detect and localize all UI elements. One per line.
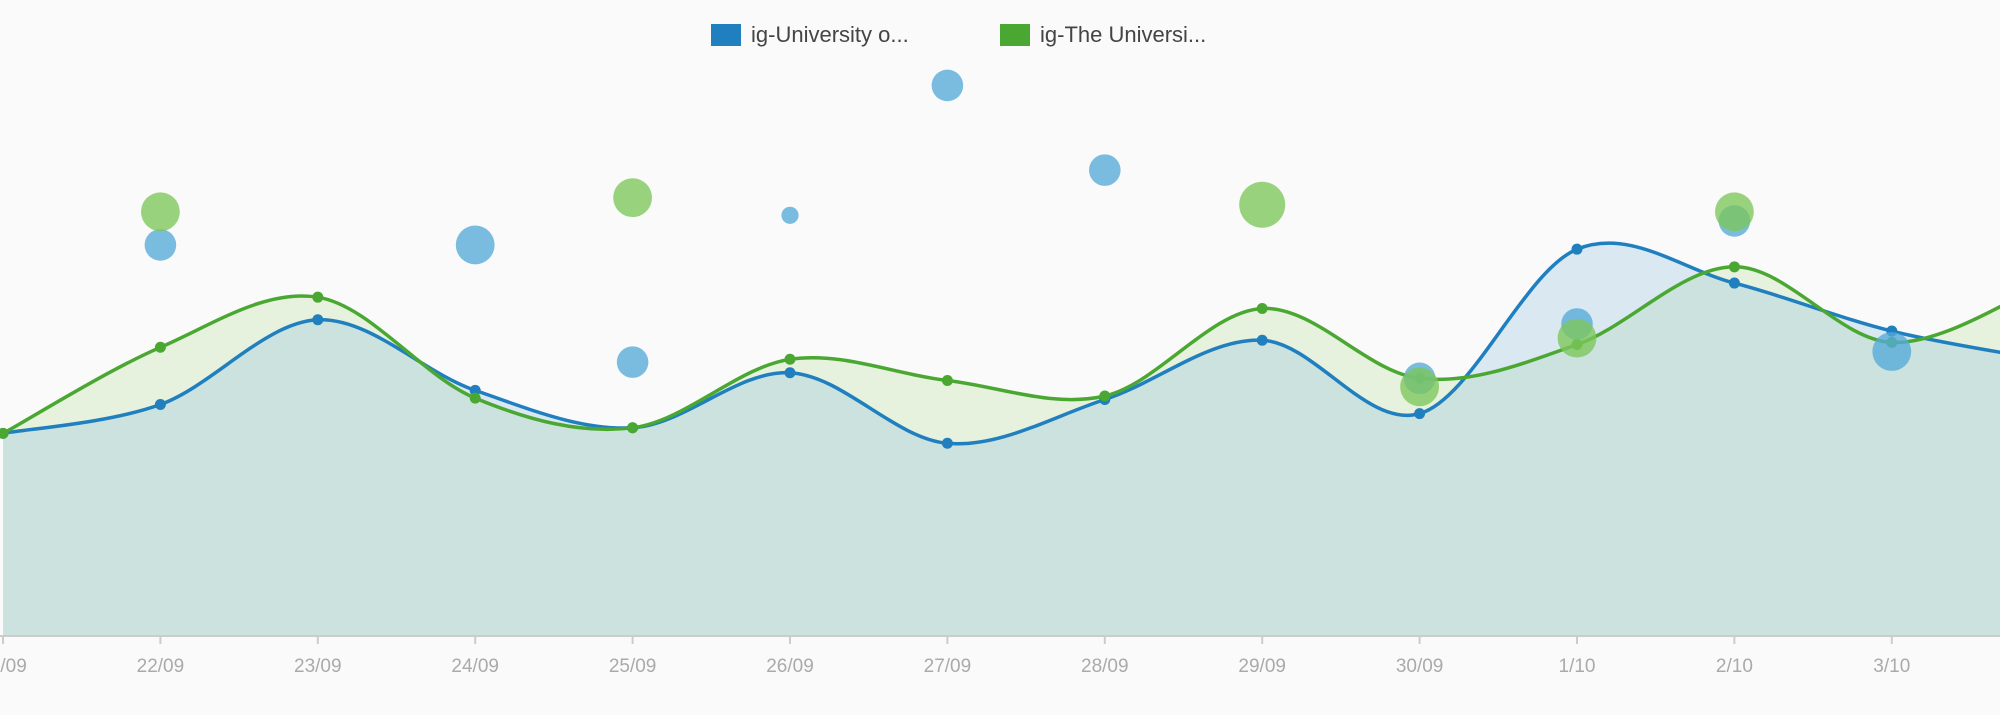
data-point: [784, 367, 796, 379]
data-point: [154, 341, 166, 353]
legend-swatch-blue: [711, 24, 741, 46]
legend-label: ig-University o...: [751, 22, 909, 47]
data-point: [1099, 390, 1111, 402]
data-point: [469, 392, 481, 404]
data-point: [1728, 277, 1740, 289]
bubble: [1557, 318, 1597, 358]
x-tick-label: 25/09: [609, 656, 657, 677]
area-fill-series-1: [3, 266, 2000, 636]
data-point: [154, 398, 166, 410]
x-tick-label: 1/10: [1559, 656, 1596, 677]
data-point: [941, 374, 953, 386]
data-point: [0, 427, 9, 439]
x-tick-label: 22/09: [137, 656, 185, 677]
x-tick-label: 30/09: [1396, 656, 1444, 677]
data-point: [784, 353, 796, 365]
bubble: [455, 225, 495, 265]
x-tick-label: 28/09: [1081, 656, 1129, 677]
bubble: [931, 69, 964, 102]
legend: ig-University o... ig-The Universi...: [0, 18, 2000, 52]
area-fill-series-0: [3, 243, 2000, 636]
data-point: [1571, 243, 1583, 255]
data-point: [627, 422, 639, 434]
x-tick-label: 29/09: [1238, 656, 1286, 677]
data-point: [1256, 334, 1268, 346]
series-line-0: [2, 241, 2000, 446]
legend-label: ig-The Universi...: [1040, 22, 1207, 47]
bubble: [144, 229, 177, 261]
data-point: [312, 314, 324, 326]
x-tick-label: 27/09: [924, 656, 972, 677]
legend-item-university-o[interactable]: ig-University o...: [711, 18, 909, 52]
bubble: [141, 192, 180, 232]
x-tick-label: 21/09: [0, 656, 27, 677]
x-tick-label: 24/09: [451, 656, 499, 677]
data-point: [469, 384, 481, 396]
legend-swatch-green: [1000, 24, 1030, 46]
bubble: [1872, 332, 1912, 371]
bubble: [1715, 192, 1754, 232]
data-point: [312, 291, 324, 303]
data-point: [1728, 261, 1740, 273]
bubble: [616, 346, 649, 378]
x-tick-label: 3/10: [1873, 656, 1910, 677]
x-tick-label: 26/09: [766, 656, 814, 677]
data-point: [1414, 408, 1426, 420]
x-tick-label: 23/09: [294, 656, 342, 677]
bubble: [1400, 367, 1439, 407]
data-point: [1256, 302, 1268, 314]
bubble: [613, 178, 652, 218]
series-line-1: [2, 265, 2000, 435]
x-tick-label: 2/10: [1716, 656, 1753, 677]
bubble: [1239, 181, 1286, 228]
bubble: [1089, 154, 1121, 186]
data-point: [941, 437, 953, 449]
legend-item-the-universi[interactable]: ig-The Universi...: [1000, 18, 1206, 52]
bubble: [781, 206, 799, 224]
